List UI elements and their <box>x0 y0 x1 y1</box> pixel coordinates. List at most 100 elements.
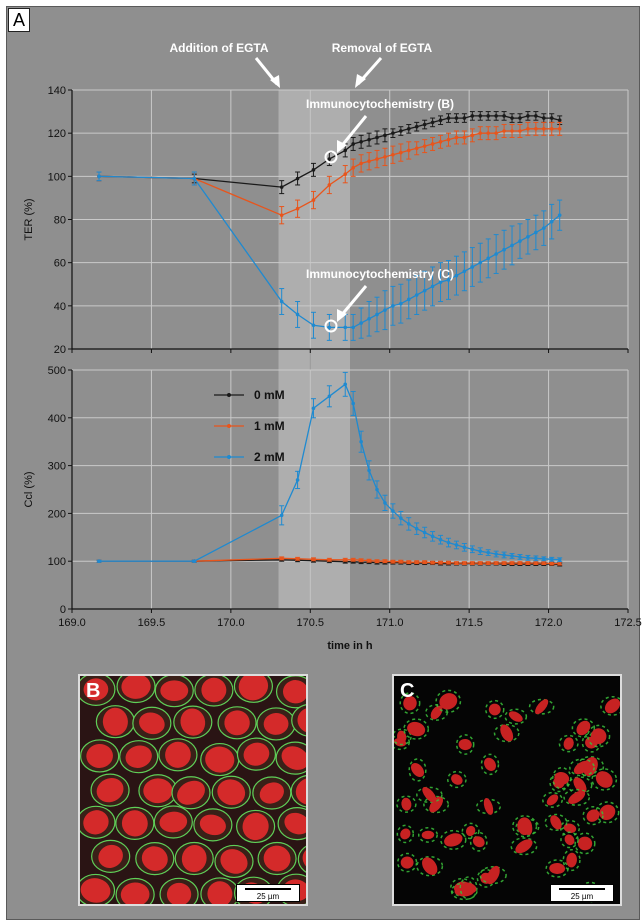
top-data-point <box>470 265 475 269</box>
top-data-point <box>399 129 403 133</box>
top-data-point <box>367 316 371 321</box>
cell-junction-staining <box>446 770 467 789</box>
top-data-point <box>383 133 387 138</box>
cell-junction-staining <box>396 852 418 873</box>
top-data-point <box>454 273 459 278</box>
cell-nucleus <box>400 828 411 840</box>
top-data-point <box>518 239 522 243</box>
x-tick-label: 172.5 <box>614 617 642 629</box>
bottom-data-point <box>542 557 546 561</box>
cell-junction-staining <box>587 724 611 748</box>
top-data-point <box>375 157 379 161</box>
top-data-point <box>494 252 498 256</box>
top-ytick-label: 80 <box>54 215 66 227</box>
bottom-ytick-label: 0 <box>60 604 66 616</box>
top-data-point <box>399 150 403 155</box>
cell-nucleus <box>143 778 173 804</box>
top-ytick-label: 140 <box>48 85 66 97</box>
bottom-data-point <box>351 401 355 406</box>
top-data-point <box>454 135 459 140</box>
cell-junction-staining <box>551 766 572 790</box>
cell-nucleus <box>160 680 189 701</box>
top-data-point <box>462 269 467 274</box>
bottom-data-point <box>549 561 554 566</box>
top-data-point <box>367 137 371 142</box>
top-data-point <box>526 114 530 118</box>
bottom-data-point <box>510 561 514 565</box>
bottom-series-line-1-mM <box>99 557 560 565</box>
cell-nucleus <box>566 852 577 868</box>
bottom-ytick-label: 200 <box>48 508 66 520</box>
bottom-data-point <box>399 516 403 520</box>
cell-junction-staining <box>571 718 596 738</box>
cell-nucleus <box>121 676 151 699</box>
bottom-data-point <box>343 382 348 387</box>
bottom-data-point <box>391 509 395 513</box>
x-tick-label: 170.5 <box>297 617 325 629</box>
cell-junction-staining <box>417 827 438 843</box>
panel-label-c: C <box>400 680 415 702</box>
immuno-c-label: Immunocytochemistry (C) <box>306 267 454 281</box>
top-data-point <box>391 131 395 135</box>
top-ytick-label: 40 <box>54 301 66 313</box>
cell-nucleus <box>238 676 269 701</box>
top-data-point <box>351 142 355 146</box>
bottom-data-point <box>343 557 348 562</box>
top-data-point <box>375 312 379 317</box>
cell-junction-staining <box>528 698 555 715</box>
cell-nucleus <box>465 825 476 837</box>
top-data-point <box>486 256 491 261</box>
cell-nucleus <box>549 863 566 874</box>
top-data-point <box>486 114 491 118</box>
legend-marker <box>227 424 231 428</box>
bottom-data-point <box>375 487 379 492</box>
top-data-point <box>518 116 522 120</box>
bottom-data-point <box>351 557 355 562</box>
cell-junction-staining <box>563 788 591 806</box>
cell-nucleus <box>83 678 109 701</box>
cell-junction-staining <box>459 876 478 900</box>
top-data-point <box>414 124 419 129</box>
top-data-point <box>422 288 427 293</box>
bottom-data-point <box>470 561 475 565</box>
bottom-data-point <box>430 560 435 565</box>
cell-nucleus <box>576 720 591 736</box>
top-data-point <box>422 122 427 127</box>
top-data-point <box>359 140 363 144</box>
cell-nucleus <box>166 882 192 904</box>
legend-marker <box>227 455 231 459</box>
cell-nucleus <box>125 745 152 768</box>
top-data-point <box>295 312 300 317</box>
cell-nucleus <box>83 810 109 835</box>
cell-junction-staining <box>545 859 569 878</box>
bottom-series-line-0-mM <box>99 559 560 566</box>
immuno-b-label: Immunocytochemistry (B) <box>306 97 454 111</box>
bottom-series-line-2-mM <box>99 383 560 562</box>
top-data-point <box>414 293 419 297</box>
bottom-data-point <box>438 560 443 565</box>
immuno-b-arrowhead <box>337 140 347 153</box>
bottom-data-point <box>438 537 443 542</box>
top-data-point <box>534 127 538 131</box>
top-data-point <box>470 114 475 118</box>
cell-nucleus <box>500 724 514 742</box>
scale-bar-label-c: 25 µm <box>570 892 594 901</box>
top-data-point <box>391 152 395 157</box>
top-data-point <box>486 131 491 135</box>
top-data-point <box>391 304 395 308</box>
cell-nucleus <box>295 777 306 805</box>
bottom-data-point <box>414 560 419 564</box>
top-data-point <box>367 159 371 164</box>
cell-nucleus <box>422 786 437 803</box>
bottom-data-point <box>462 561 467 565</box>
bottom-data-point <box>446 540 451 545</box>
bottom-data-point <box>97 559 101 563</box>
cell-nucleus <box>486 865 500 885</box>
top-data-point <box>343 148 348 153</box>
bottom-data-point <box>391 559 395 564</box>
bottom-data-point <box>510 554 514 558</box>
top-data-point <box>478 114 483 118</box>
top-data-point <box>478 260 483 265</box>
x-tick-label: 171.5 <box>455 617 483 629</box>
top-ytick-label: 120 <box>48 128 66 140</box>
